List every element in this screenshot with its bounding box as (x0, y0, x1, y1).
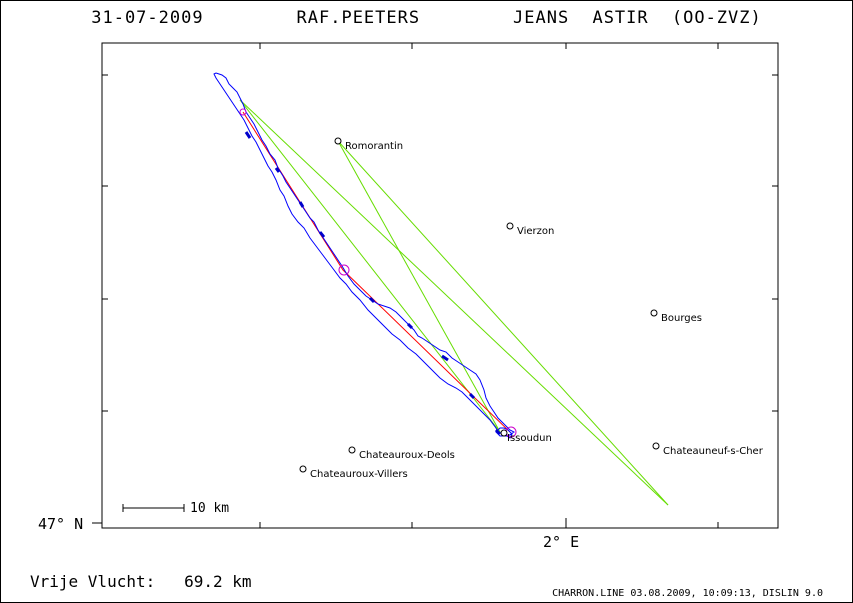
scale-label: 10 km (190, 501, 230, 516)
longitude-label: 2° E (543, 533, 580, 551)
romorantin-marker (334, 137, 342, 145)
footer-credit: CHARRON.LINE 03.08.2009, 10:09:13, DISLI… (552, 588, 823, 599)
issoudun-marker (500, 429, 508, 437)
chateauneuf-marker (652, 442, 660, 450)
city-label-bourges: Bourges (661, 313, 702, 324)
top-ticks (259, 43, 719, 49)
turnpoint-north (239, 108, 247, 116)
vierzon-marker (506, 222, 514, 230)
bottom-ticks (259, 518, 719, 528)
task-lines (239, 99, 669, 506)
city-label-issoudun: Issoudun (507, 433, 552, 444)
course-line (242, 111, 511, 433)
city-label-romorantin: Romorantin (345, 141, 403, 152)
city-markers (299, 137, 660, 473)
left-ticks (102, 74, 108, 412)
chateauroux-villers-marker (299, 465, 307, 473)
bourges-marker (650, 309, 658, 317)
latitude-label: 47° N (38, 515, 84, 533)
right-ticks (772, 74, 778, 412)
map-frame (101, 42, 779, 529)
city-label-chateauroux-deols: Chateauroux-Deols (359, 450, 455, 461)
city-label-chateauroux-villers: Chateauroux-Villers (310, 469, 408, 480)
flight-track (213, 72, 515, 439)
turnpoint-mid (338, 264, 350, 276)
free-flight-distance: Vrije Vlucht: 69.2 km (30, 572, 252, 591)
city-label-chateauneuf: Chateauneuf-s-Cher (663, 446, 764, 457)
scale-bar (122, 504, 185, 512)
city-label-vierzon: Vierzon (517, 226, 554, 237)
chateauroux-deols-marker (348, 446, 356, 454)
turnpoint-markers (239, 108, 517, 438)
page-title: 31-07-2009 RAF.PEETERS JEANS ASTIR (OO-Z… (91, 8, 762, 28)
climb-segments (244, 131, 502, 436)
